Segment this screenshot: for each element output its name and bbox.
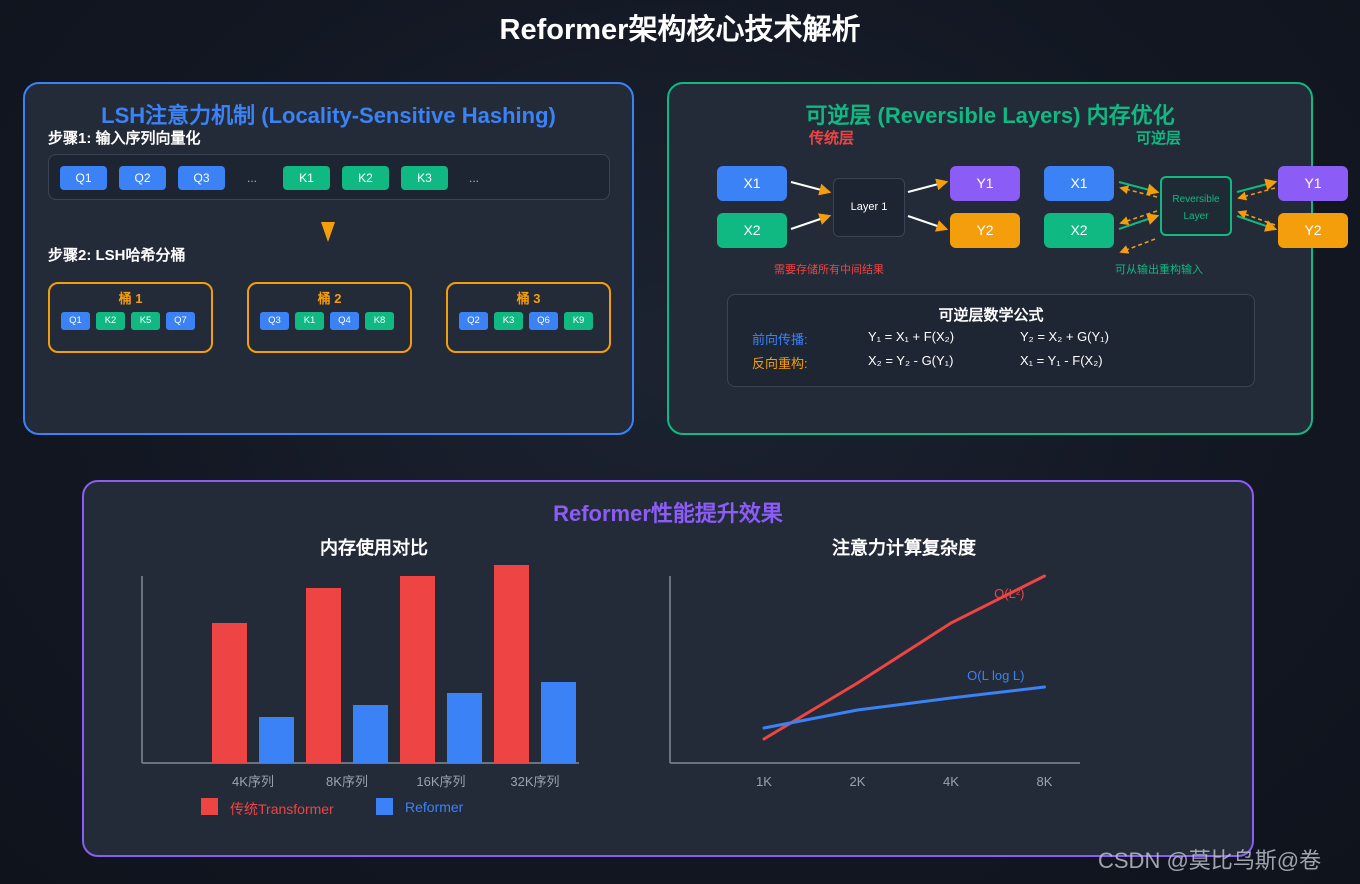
bucket-1-label: 桶 1 [118,291,143,306]
bucket-token: K2 [96,312,125,330]
bar-x-tick-label: 8K序列 [326,774,368,789]
line-x-tick-label: 4K [943,774,959,789]
bucket-token: Q4 [330,312,359,330]
line-x-tick-label: 2K [850,774,866,789]
bucket-3-label: 桶 3 [516,291,541,306]
bucket-token: Q6 [529,312,558,330]
legend-swatch-traditional [201,798,218,815]
token-q1: Q1 [60,166,107,190]
step2-label: 步骤2: LSH哈希分桶 [48,247,186,264]
rev-y2-node: Y2 [1278,213,1348,248]
line-x-tick-label: 8K [1037,774,1053,789]
step1-label: 步骤1: 输入序列向量化 [48,130,201,147]
reversible-note: 可从输出重构输入 [1115,264,1203,276]
performance-title: Reformer性能提升效果 [553,501,783,526]
bar-reformer [259,717,294,763]
series-label: O(L log L) [967,668,1024,683]
lsh-title: LSH注意力机制 (Locality-Sensitive Hashing) [101,103,556,128]
input-sequence: Q1 Q2 Q3 ... K1 K2 K3 ... [48,154,610,200]
series-point [856,708,859,712]
memory-bar-chart: 4K序列 8K序列 16K序列 32K序列 [141,565,579,789]
rev-x2-node: X2 [1044,213,1114,248]
bar-reformer [447,693,482,763]
series-point [949,696,953,700]
series-point [856,681,859,685]
bar-reformer [541,682,576,763]
token-q2: Q2 [119,166,166,190]
reversible-layer-line2: Layer [1183,211,1209,222]
k-ellipsis: ... [469,171,480,185]
series-point [1043,574,1046,578]
backward-eq-1: X₂ = Y₂ - G(Y₁) [868,353,954,368]
trad-x1-node: X1 [717,166,787,201]
traditional-note: 需要存储所有中间结果 [774,264,884,276]
flow-arrows [790,178,1278,254]
formula-box: 可逆层数学公式 前向传播: Y₁ = X₁ + F(X₂) Y₂ = X₂ + … [727,294,1255,387]
complexity-line-chart: 1K 2K 4K 8K O(L²) O(L log L) [669,574,1080,789]
reversible-layer-box: Reversible Layer [1160,176,1232,236]
bar-chart-title: 内存使用对比 [320,538,428,558]
bucket-1: 桶 1 Q1 K2 K5 Q7 [48,282,213,353]
series-point [1043,685,1046,689]
series-point [762,726,766,730]
trad-x2-node: X2 [717,213,787,248]
series-label: O(L²) [994,586,1024,601]
bucket-token: Q2 [459,312,488,330]
bucket-token: Q3 [260,312,289,330]
backward-eq-2: X₁ = Y₁ - F(X₂) [1020,353,1103,368]
bucket-token: K3 [494,312,523,330]
lsh-panel: LSH注意力机制 (Locality-Sensitive Hashing) 步骤… [23,82,634,435]
line-chart-title: 注意力计算复杂度 [832,538,976,558]
performance-panel: Reformer性能提升效果 内存使用对比 注意力计算复杂度 4K序列 8K序列 1… [82,480,1254,857]
bar-traditional [400,576,435,763]
reversible-title: 可逆层 (Reversible Layers) 内存优化 [805,103,1175,128]
backward-label: 反向重构: [752,356,808,371]
reversible-panel: 可逆层 (Reversible Layers) 内存优化 传统层 可逆层 X1 … [667,82,1348,435]
legend-label-reformer: Reformer [405,799,464,815]
q-ellipsis: ... [247,171,258,185]
bar-traditional [212,623,247,763]
token-k3: K3 [401,166,448,190]
bar-x-tick-label: 32K序列 [510,774,559,789]
bucket-2-label: 桶 2 [317,291,342,306]
traditional-layer-label: 传统层 [809,130,855,147]
reversible-layer-label: 可逆层 [1136,130,1182,147]
bucket-token: Q7 [166,312,195,330]
bar-x-tick-label: 4K序列 [232,774,274,789]
bar-reformer [353,705,388,763]
bucket-token: K9 [564,312,593,330]
legend-swatch-reformer [376,798,393,815]
formula-title: 可逆层数学公式 [938,307,1044,324]
forward-label: 前向传播: [752,332,808,347]
bucket-3: 桶 3 Q2 K3 Q6 K9 [446,282,611,353]
layer1-box: Layer 1 [833,178,905,237]
trad-y2-node: Y2 [950,213,1020,248]
down-arrow-icon [321,222,335,242]
token-k2: K2 [342,166,389,190]
reversible-layer-line1: Reversible [1172,194,1220,205]
series-point [949,621,953,625]
watermark: CSDN @莫比乌斯@卷 [1098,848,1322,873]
bucket-token: K5 [131,312,160,330]
bar-x-tick-label: 16K序列 [416,774,465,789]
bar-traditional [306,588,341,763]
page-title: Reformer架构核心技术解析 [499,14,861,46]
series-line-loglinear [763,685,1045,730]
token-k1: K1 [283,166,330,190]
forward-eq-1: Y₁ = X₁ + F(X₂) [868,329,955,344]
token-q3: Q3 [178,166,225,190]
legend-label-traditional: 传统Transformer [230,801,334,817]
bucket-token: K1 [295,312,324,330]
bucket-token: Q1 [61,312,90,330]
rev-x1-node: X1 [1044,166,1114,201]
rev-y1-node: Y1 [1278,166,1348,201]
bar-traditional [494,565,529,763]
bucket-token: K8 [365,312,394,330]
series-line-quadratic [763,574,1046,741]
forward-eq-2: Y₂ = X₂ + G(Y₁) [1020,329,1109,344]
series-point [762,737,766,741]
line-x-tick-label: 1K [756,774,772,789]
bucket-2: 桶 2 Q3 K1 Q4 K8 [247,282,412,353]
trad-y1-node: Y1 [950,166,1020,201]
